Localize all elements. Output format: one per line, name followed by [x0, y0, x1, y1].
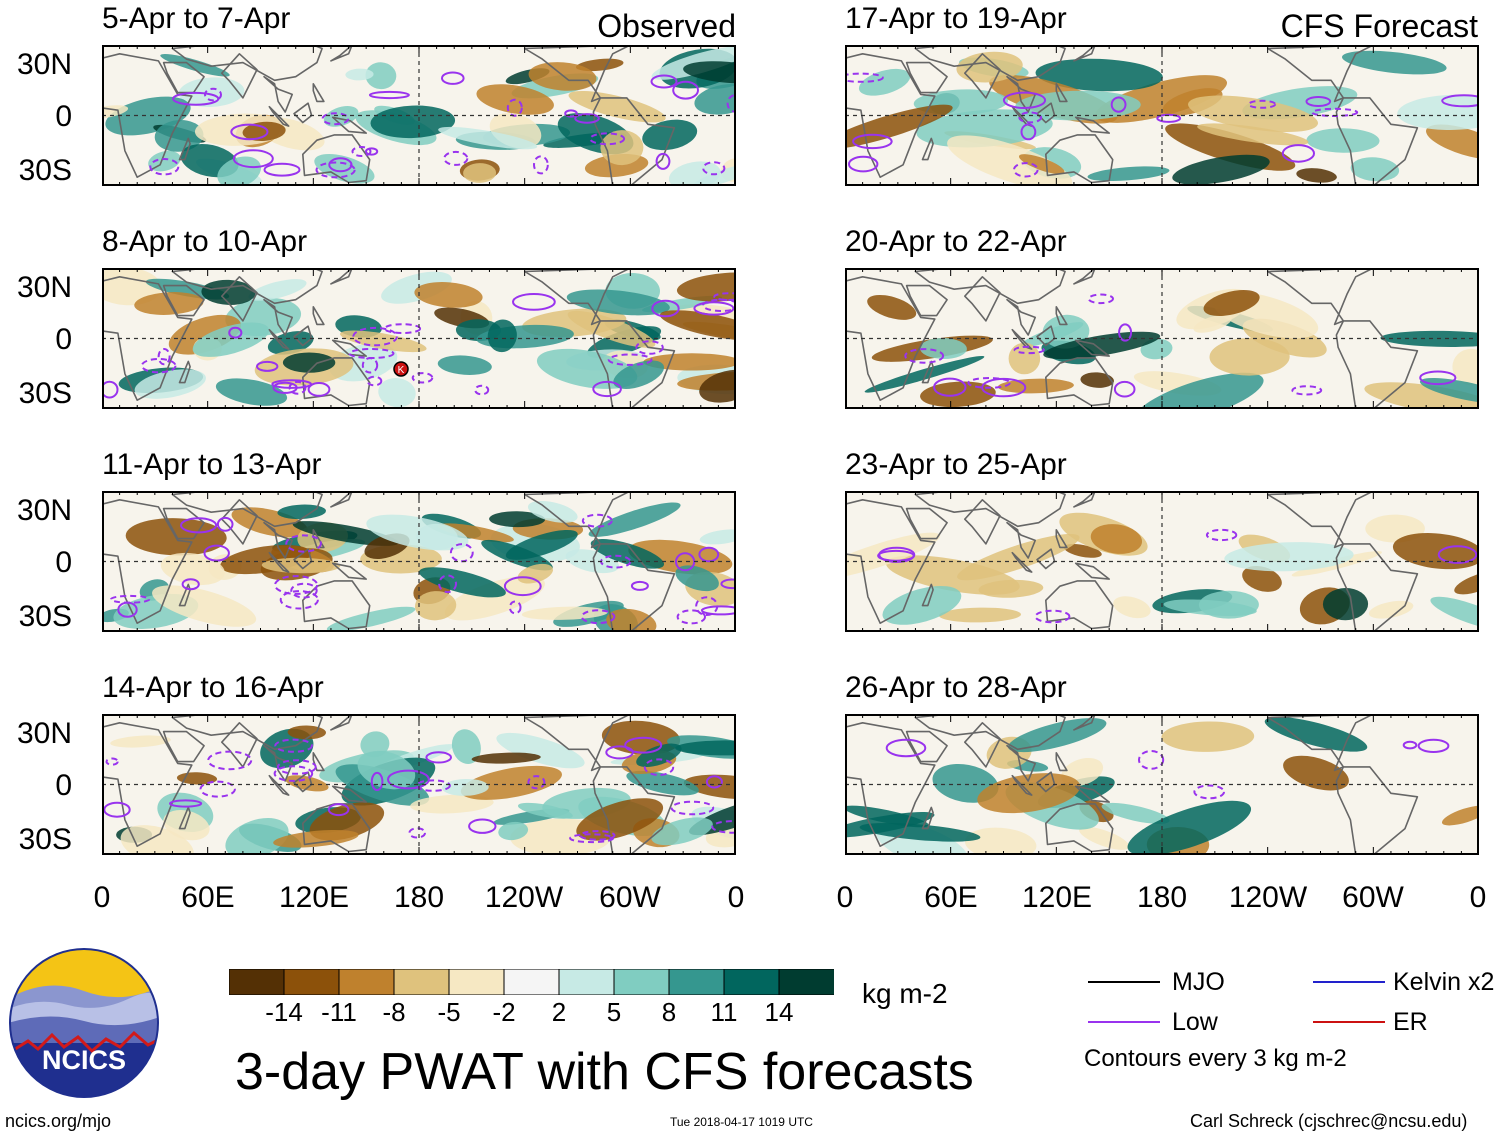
colorbar-swatch	[503, 969, 560, 995]
forecast-label: CFS Forecast	[1280, 8, 1478, 44]
lon-label-60w: 60W	[1342, 881, 1404, 914]
map-panel-1	[102, 45, 736, 186]
colorbar-tick-label: -5	[437, 997, 461, 1027]
colorbar-swatch	[558, 969, 615, 995]
lat-label-30n: 30N	[16, 48, 72, 81]
lat-label-30s: 30S	[18, 823, 72, 856]
panel-title-8: 26-Apr to 28-Apr	[845, 671, 1067, 704]
lon-label-0: 0	[93, 881, 111, 914]
colorbar-swatch	[723, 969, 780, 995]
lon-label-360: 0	[1469, 881, 1487, 914]
map-panel-3	[102, 491, 736, 632]
legend-line-er	[1313, 1021, 1385, 1023]
lat-label-30n: 30N	[16, 717, 72, 750]
colorbar-swatch	[668, 969, 725, 995]
colorbar-tick-label: 2	[551, 997, 567, 1027]
panel-title-2: 8-Apr to 10-Apr	[102, 225, 308, 258]
lat-label-30n: 30N	[16, 271, 72, 304]
footer-author: Carl Schreck (cjschrec@ncsu.edu)	[1190, 1111, 1468, 1131]
colorbar-swatch	[613, 969, 670, 995]
storm-marker: K	[393, 361, 409, 377]
colorbar-swatch	[393, 969, 450, 995]
footer-timestamp: Tue 2018-04-17 1019 UTC	[670, 1115, 813, 1129]
colorbar-tick-label: -2	[492, 997, 516, 1027]
lon-label-0: 0	[836, 881, 854, 914]
logo-text: NCICS	[42, 1045, 126, 1075]
colorbar-tick-label: 5	[606, 997, 622, 1027]
footer-url[interactable]: ncics.org/mjo	[5, 1111, 112, 1131]
lon-label-120e: 120E	[278, 881, 350, 914]
panel-title-7: 23-Apr to 25-Apr	[845, 448, 1067, 481]
lon-label-360: 0	[727, 881, 745, 914]
map-panel-6	[845, 268, 1479, 409]
lat-label-30s: 30S	[18, 377, 72, 410]
colorbar-swatch	[338, 969, 395, 995]
lon-label-60e: 60E	[924, 881, 978, 914]
panel-title-4: 14-Apr to 16-Apr	[102, 671, 324, 704]
legend-label-mjo: MJO	[1172, 968, 1225, 996]
map-panel-8	[845, 714, 1479, 855]
lon-label-120w: 120W	[484, 881, 564, 914]
legend-line-low	[1088, 1021, 1160, 1023]
colorbar	[229, 969, 834, 995]
lat-label-30s: 30S	[18, 600, 72, 633]
lat-label-30s: 30S	[18, 154, 72, 187]
colorbar-tick-label: 14	[764, 997, 794, 1027]
colorbar-tick-label: 8	[661, 997, 677, 1027]
lat-label-eq: 0	[55, 100, 72, 133]
legend-note: Contours every 3 kg m-2	[1084, 1045, 1347, 1072]
colorbar-swatch	[229, 969, 285, 995]
lat-label-eq: 0	[55, 546, 72, 579]
ncics-logo: NCICS	[8, 947, 160, 1099]
colorbar-tick-label: 11	[710, 997, 738, 1027]
lon-label-180: 180	[393, 881, 445, 914]
colorbar-tick-label: -11	[321, 997, 357, 1027]
legend-label-low: Low	[1172, 1008, 1218, 1036]
legend-line-kelvin	[1313, 981, 1385, 983]
lat-label-eq: 0	[55, 323, 72, 356]
colorbar-swatch	[283, 969, 340, 995]
panel-title-5: 17-Apr to 19-Apr	[845, 2, 1067, 35]
map-panel-2: K	[102, 268, 736, 409]
lon-label-120w: 120W	[1228, 881, 1308, 914]
map-panel-4	[102, 714, 736, 855]
colorbar-tick-label: -14	[265, 997, 303, 1027]
storm-marker-label: K	[398, 365, 405, 376]
lon-label-60e: 60E	[181, 881, 235, 914]
colorbar-swatch	[778, 969, 834, 995]
figure-title: 3-day PWAT with CFS forecasts	[235, 1043, 974, 1101]
lat-label-eq: 0	[55, 769, 72, 802]
map-panel-7	[845, 491, 1479, 632]
legend-label-kelvin: Kelvin x2	[1393, 968, 1495, 996]
legend-label-er: ER	[1393, 1008, 1428, 1036]
map-panel-5	[845, 45, 1479, 186]
lon-label-180: 180	[1136, 881, 1188, 914]
panel-title-6: 20-Apr to 22-Apr	[845, 225, 1067, 258]
lon-label-120e: 120E	[1021, 881, 1093, 914]
colorbar-tick-label: -8	[382, 997, 406, 1027]
panel-title-3: 11-Apr to 13-Apr	[102, 448, 322, 481]
colorbar-swatch	[448, 969, 505, 995]
observed-label: Observed	[597, 8, 736, 44]
lat-label-30n: 30N	[16, 494, 72, 527]
lon-label-60w: 60W	[599, 881, 661, 914]
colorbar-units: kg m-2	[862, 978, 948, 1009]
panel-title-1: 5-Apr to 7-Apr	[102, 2, 291, 35]
legend-line-mjo	[1088, 981, 1160, 983]
